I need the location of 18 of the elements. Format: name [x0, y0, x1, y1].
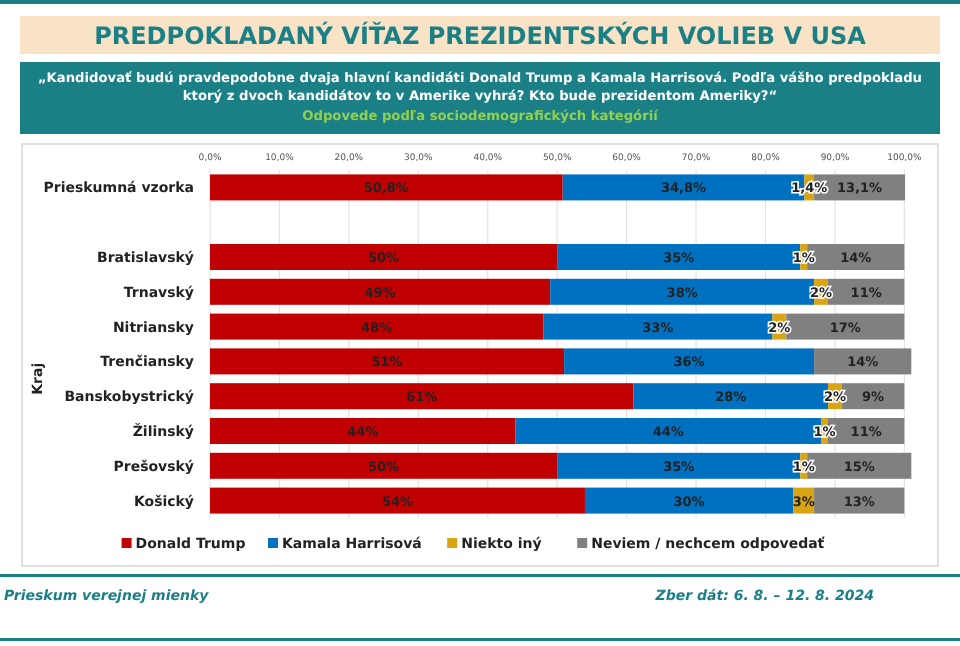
bar	[550, 278, 815, 305]
bar	[584, 487, 794, 514]
bar	[210, 452, 558, 479]
bar	[210, 383, 634, 410]
bar	[814, 348, 912, 375]
bar	[786, 313, 905, 340]
bar	[210, 174, 563, 201]
bar	[814, 487, 905, 514]
chart-title: PREDPOKLADANÝ VÍŤAZ PREZIDENTSKÝCH VOLIEB V USA	[94, 20, 868, 50]
bar	[210, 418, 516, 444]
bar	[633, 383, 828, 410]
bar	[210, 348, 565, 375]
bar	[543, 313, 773, 340]
bar	[564, 348, 815, 375]
bar	[210, 487, 585, 514]
bar	[210, 313, 544, 340]
bar	[210, 244, 558, 270]
bar	[210, 278, 551, 305]
